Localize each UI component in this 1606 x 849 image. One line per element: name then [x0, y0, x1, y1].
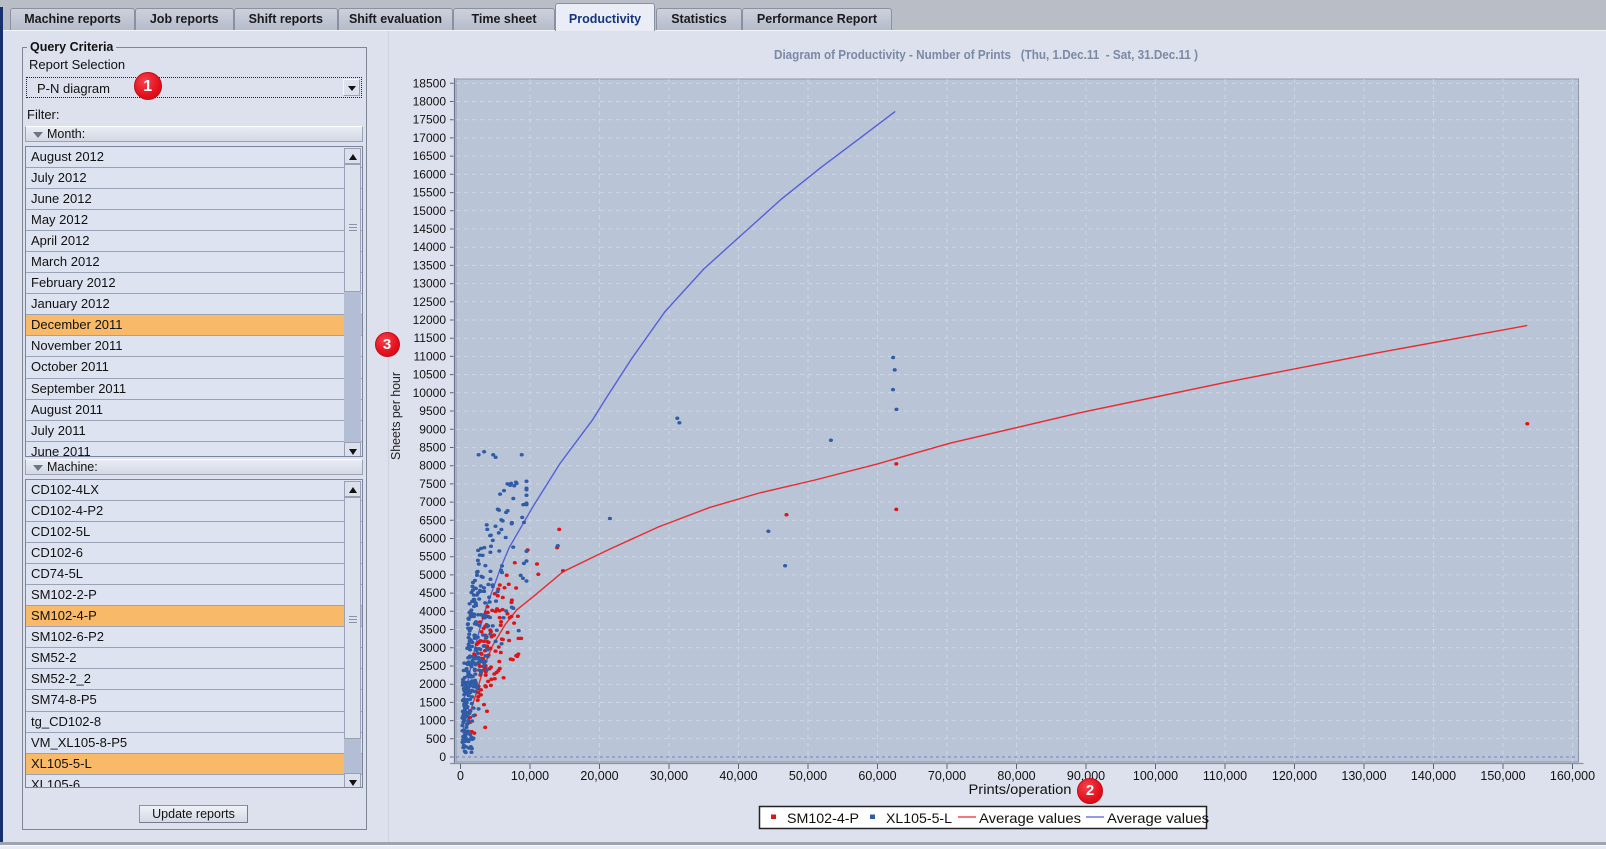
svg-text:Prints/operation: Prints/operation: [969, 782, 1072, 797]
svg-text:3000: 3000: [419, 641, 446, 655]
svg-text:14500: 14500: [413, 222, 447, 236]
svg-text:5500: 5500: [419, 550, 446, 564]
svg-text:4500: 4500: [419, 586, 446, 600]
svg-text:1500: 1500: [419, 695, 446, 709]
svg-text:500: 500: [426, 732, 446, 746]
svg-text:50,000: 50,000: [789, 769, 827, 783]
svg-text:12000: 12000: [413, 313, 447, 327]
svg-text:7500: 7500: [419, 477, 446, 491]
svg-text:20,000: 20,000: [580, 769, 618, 783]
svg-text:100,000: 100,000: [1133, 769, 1178, 783]
svg-text:30,000: 30,000: [650, 769, 688, 783]
svg-text:60,000: 60,000: [858, 769, 896, 783]
svg-text:XL105-5-L: XL105-5-L: [886, 810, 952, 826]
svg-text:13000: 13000: [413, 277, 447, 291]
svg-text:0: 0: [457, 769, 464, 783]
svg-text:6500: 6500: [419, 513, 446, 527]
svg-text:16500: 16500: [413, 149, 447, 163]
svg-text:3500: 3500: [419, 623, 446, 637]
svg-text:17000: 17000: [413, 131, 447, 145]
svg-text:SM102-4-P: SM102-4-P: [787, 810, 859, 826]
svg-text:12500: 12500: [413, 295, 447, 309]
svg-text:10000: 10000: [413, 386, 447, 400]
svg-text:2500: 2500: [419, 659, 446, 673]
svg-text:5000: 5000: [419, 568, 446, 582]
svg-text:0: 0: [439, 750, 446, 764]
svg-text:40,000: 40,000: [719, 769, 757, 783]
svg-text:10500: 10500: [413, 368, 447, 382]
svg-text:15000: 15000: [413, 204, 447, 218]
svg-text:6000: 6000: [419, 532, 446, 546]
svg-text:17500: 17500: [413, 113, 447, 127]
svg-text:11000: 11000: [414, 349, 447, 363]
svg-text:Sheets per hour: Sheets per hour: [389, 372, 403, 460]
svg-text:18000: 18000: [413, 95, 447, 109]
svg-text:8500: 8500: [419, 441, 446, 455]
svg-text:Average values: Average values: [1107, 810, 1209, 826]
svg-text:120,000: 120,000: [1272, 769, 1317, 783]
svg-text:9500: 9500: [419, 404, 446, 418]
svg-text:4000: 4000: [419, 604, 446, 618]
svg-text:110,000: 110,000: [1203, 769, 1247, 783]
svg-text:Average values: Average values: [979, 810, 1081, 826]
svg-text:80,000: 80,000: [997, 769, 1035, 783]
svg-text:7000: 7000: [419, 495, 446, 509]
svg-text:140,000: 140,000: [1411, 769, 1456, 783]
svg-text:130,000: 130,000: [1341, 769, 1386, 783]
svg-text:10,000: 10,000: [511, 769, 549, 783]
svg-text:18500: 18500: [413, 76, 447, 90]
svg-text:8000: 8000: [419, 459, 446, 473]
svg-text:2000: 2000: [419, 677, 446, 691]
svg-text:70,000: 70,000: [928, 769, 966, 783]
svg-text:11500: 11500: [414, 331, 447, 345]
svg-text:160,000: 160,000: [1550, 769, 1595, 783]
svg-text:Diagram of Productivity - Numb: Diagram of Productivity - Number of Prin…: [774, 48, 1198, 62]
svg-text:9000: 9000: [419, 422, 446, 436]
svg-text:14000: 14000: [413, 240, 447, 254]
svg-text:150,000: 150,000: [1480, 769, 1525, 783]
svg-text:15500: 15500: [413, 186, 447, 200]
svg-text:16000: 16000: [413, 167, 447, 181]
svg-text:13500: 13500: [413, 258, 447, 272]
svg-text:1000: 1000: [419, 714, 446, 728]
